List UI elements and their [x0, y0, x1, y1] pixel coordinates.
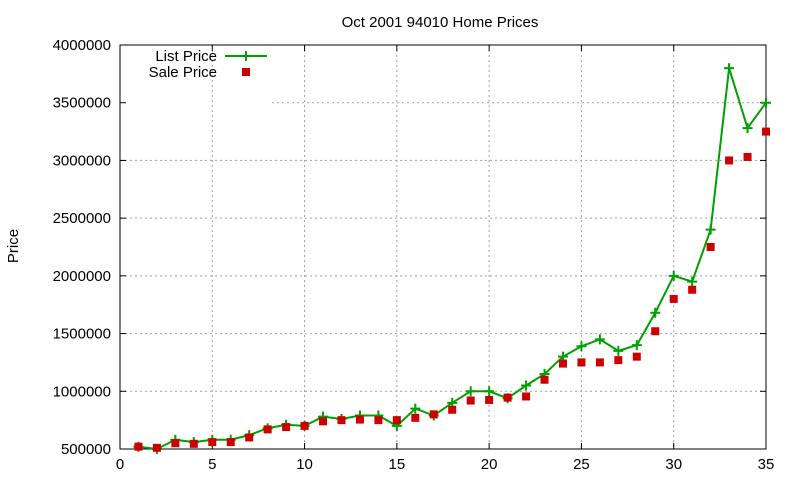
y-tick-label: 2000000	[53, 268, 111, 285]
list-price-point	[465, 386, 476, 397]
sale-price-point	[189, 439, 198, 448]
sale-price-point	[577, 358, 586, 367]
y-axis-label: Price	[5, 229, 22, 263]
series	[133, 63, 771, 454]
sale-price-point	[171, 439, 180, 448]
sale-price-point	[263, 425, 272, 434]
sale-price-series	[134, 127, 770, 452]
y-tick-label: 2500000	[53, 210, 111, 227]
sale-price-point	[632, 352, 641, 361]
x-tick-label: 25	[573, 456, 590, 473]
sale-price-point	[429, 410, 438, 419]
axes: 0 5 10 15 20 25 30 35 500000 1000000 1500000 200000…	[53, 37, 775, 473]
sale-price-point	[466, 396, 475, 405]
list-price-point	[687, 276, 698, 287]
list-price-point	[650, 307, 661, 318]
sale-price-point	[411, 413, 420, 422]
sale-price-point	[355, 415, 364, 424]
y-tick-label: 3500000	[53, 95, 111, 112]
sale-price-point	[337, 416, 346, 425]
list-price-line	[138, 67, 767, 451]
y-tick-label: 1500000	[53, 326, 111, 343]
sale-price-point	[374, 416, 383, 425]
sale-price-point	[688, 285, 697, 294]
sale-price-point	[226, 438, 235, 447]
sale-price-point	[319, 417, 328, 426]
y-tick-label: 3000000	[53, 152, 111, 169]
list-price-point	[484, 386, 495, 397]
sale-price-point	[152, 443, 161, 452]
sale-price-point	[300, 421, 309, 430]
list-price-point	[724, 63, 735, 74]
sale-price-point	[743, 152, 752, 161]
sale-price-point	[134, 442, 143, 451]
list-price-series	[133, 63, 771, 454]
sale-price-point	[725, 156, 734, 165]
x-tick-label: 10	[296, 456, 313, 473]
list-price-point	[742, 123, 753, 134]
grid	[120, 45, 766, 449]
x-tick-label: 5	[208, 456, 216, 473]
y-tick-label: 1000000	[53, 383, 111, 400]
list-price-point	[594, 334, 605, 345]
x-tick-label: 0	[116, 456, 124, 473]
sale-price-point	[669, 294, 678, 303]
sale-price-point	[282, 423, 291, 432]
list-price-point	[613, 345, 624, 356]
sale-price-point	[762, 127, 770, 136]
y-tick-label: 500000	[61, 441, 111, 458]
chart-title: Oct 2001 94010 Home Prices	[342, 14, 539, 31]
list-price-point	[576, 341, 587, 352]
sale-price-point	[245, 433, 254, 442]
legend-marker-list-price	[241, 51, 251, 61]
legend-label-sale-price: Sale Price	[149, 64, 217, 81]
x-tick-label: 20	[481, 456, 498, 473]
sale-price-point	[485, 395, 494, 404]
sale-price-point	[595, 358, 604, 367]
sale-price-point	[651, 327, 660, 336]
sale-price-point	[522, 392, 531, 401]
sale-price-point	[208, 438, 217, 447]
list-price-point	[705, 224, 716, 235]
x-tick-label: 30	[665, 456, 682, 473]
sale-price-point	[706, 243, 715, 251]
list-price-point	[761, 97, 771, 108]
sale-price-point	[392, 416, 401, 425]
y-tick-label: 4000000	[53, 37, 111, 54]
list-price-point	[668, 270, 679, 281]
list-price-point	[631, 340, 642, 351]
list-price-point	[521, 380, 532, 391]
sale-price-point	[503, 393, 512, 402]
sale-price-point	[558, 359, 567, 368]
legend-marker-sale-price	[242, 68, 250, 76]
sale-price-point	[448, 405, 457, 414]
x-tick-label: 15	[389, 456, 406, 473]
sale-price-point	[540, 375, 549, 384]
sale-price-point	[614, 356, 623, 365]
x-tick-label: 35	[758, 456, 775, 473]
list-price-point	[410, 403, 421, 414]
legend-label-list-price: List Price	[155, 48, 217, 65]
plot-frame	[119, 44, 767, 450]
